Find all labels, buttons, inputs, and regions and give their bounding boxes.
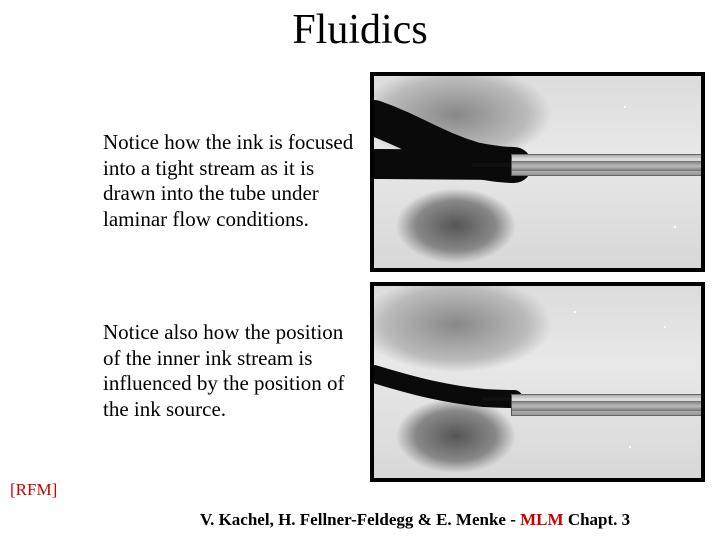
- photo-bottom-bg: [374, 286, 701, 478]
- photo-top: [370, 72, 705, 272]
- tube-bottom-inner: [512, 401, 701, 411]
- tube-top: [511, 154, 701, 176]
- speck: [574, 311, 576, 313]
- speck: [674, 226, 676, 228]
- page-title: Fluidics: [0, 6, 720, 54]
- paragraph-1: Notice how the ink is focused into a tig…: [103, 130, 363, 232]
- citation-authors: V. Kachel, H. Fellner-Feldegg & E. Menke…: [200, 510, 520, 529]
- citation-mlm: MLM: [520, 510, 563, 529]
- speck: [629, 446, 631, 448]
- speck: [624, 106, 626, 108]
- photo-top-bg: [374, 76, 701, 268]
- paragraph-2: Notice also how the position of the inne…: [103, 320, 363, 422]
- citation-chapter: Chapt. 3: [564, 510, 631, 529]
- tube-bottom: [511, 394, 701, 416]
- tube-top-inner: [512, 161, 701, 171]
- ink-stream-bottom: [374, 286, 701, 478]
- citation: V. Kachel, H. Fellner-Feldegg & E. Menke…: [200, 510, 630, 530]
- speck: [664, 326, 666, 328]
- rfm-label: [RFM]: [10, 480, 57, 500]
- photo-bottom: [370, 282, 705, 482]
